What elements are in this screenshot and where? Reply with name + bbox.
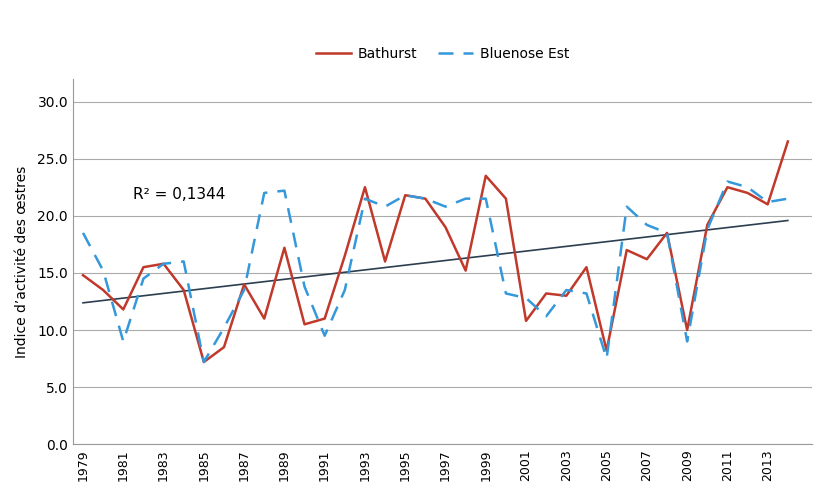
Y-axis label: Indice d’activité des œstres: Indice d’activité des œstres xyxy=(15,165,29,358)
Legend: Bathurst, Bluenose Est: Bathurst, Bluenose Est xyxy=(310,42,575,67)
Text: R² = 0,1344: R² = 0,1344 xyxy=(133,186,226,202)
